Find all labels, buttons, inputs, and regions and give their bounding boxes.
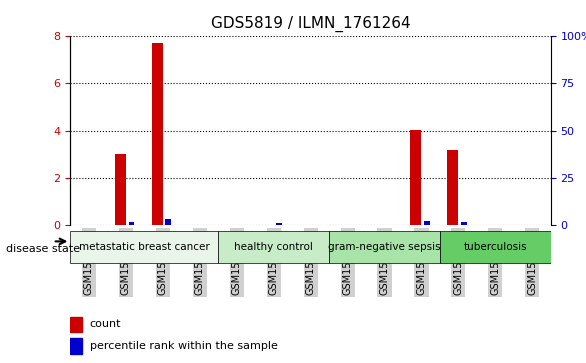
Bar	[70, 317, 82, 332]
Bar	[128, 222, 134, 225]
Bar	[424, 221, 430, 225]
Bar	[461, 222, 467, 225]
Text: tuberculosis: tuberculosis	[464, 242, 527, 252]
FancyBboxPatch shape	[218, 231, 329, 263]
Bar	[277, 223, 282, 225]
Text: metastatic breast cancer: metastatic breast cancer	[79, 242, 210, 252]
FancyBboxPatch shape	[70, 231, 218, 263]
Bar	[447, 150, 458, 225]
Bar	[152, 44, 163, 225]
Bar	[165, 219, 171, 225]
Text: disease state: disease state	[6, 244, 80, 254]
Text: count: count	[90, 319, 121, 329]
Bar	[70, 338, 82, 354]
Text: gram-negative sepsis: gram-negative sepsis	[328, 242, 441, 252]
Bar	[115, 154, 126, 225]
Text: percentile rank within the sample: percentile rank within the sample	[90, 341, 277, 351]
Bar	[410, 130, 421, 225]
Title: GDS5819 / ILMN_1761264: GDS5819 / ILMN_1761264	[211, 16, 410, 32]
Text: healthy control: healthy control	[234, 242, 313, 252]
FancyBboxPatch shape	[440, 231, 551, 263]
FancyBboxPatch shape	[329, 231, 440, 263]
